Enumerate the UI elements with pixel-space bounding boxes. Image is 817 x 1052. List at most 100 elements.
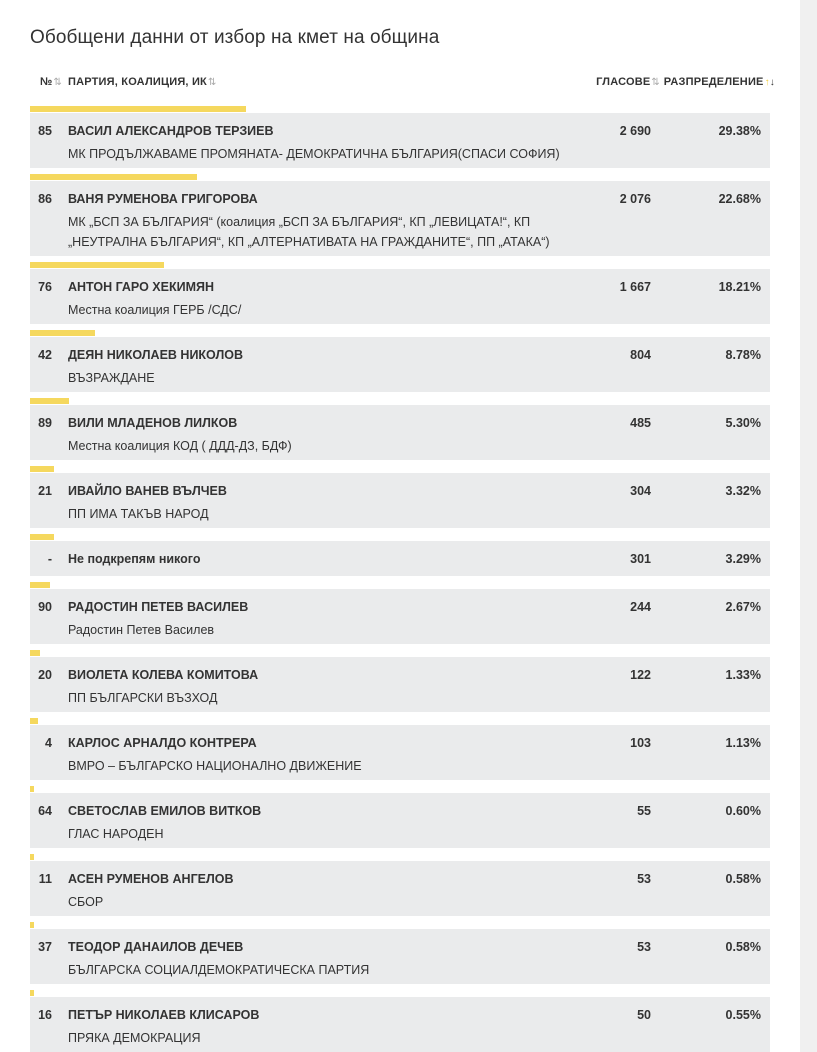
candidate-number: 86 — [38, 192, 52, 206]
share-bar — [30, 582, 50, 588]
share-bar — [30, 718, 38, 724]
candidate-name: ВИОЛЕТА КОЛЕВА КОМИТОВА — [68, 668, 259, 682]
candidate-name: ВИЛИ МЛАДЕНОВ ЛИЛКОВ — [68, 416, 238, 430]
table-header: №⇅ ПАРТИЯ, КОАЛИЦИЯ, ИК⇅ ГЛАСОВЕ⇅ РАЗПРЕ… — [30, 76, 775, 92]
vote-share: 1.13% — [725, 736, 761, 750]
candidate-party: ВЪЗРАЖДАНЕ — [68, 371, 155, 385]
row-content: 90 РАДОСТИН ПЕТЕВ ВАСИЛЕВ Радостин Петев В… — [30, 589, 770, 644]
vote-share: 29.38% — [718, 124, 761, 138]
vote-count: 2 690 — [619, 124, 651, 138]
sort-icon[interactable]: ⇅ — [651, 77, 660, 88]
row-content: - Не подкрепям никого 301 3.29% — [30, 541, 770, 576]
vote-share: 0.55% — [725, 1008, 761, 1022]
vote-share: 3.29% — [725, 552, 761, 566]
row-content: 11 АСЕН РУМЕНОВ АНГЕЛОВ СБОР 53 0.58% — [30, 861, 770, 916]
vote-share: 8.78% — [725, 348, 761, 362]
candidate-number: 76 — [38, 280, 52, 294]
vote-share: 0.58% — [725, 940, 761, 954]
candidate-name: СВЕТОСЛАВ ЕМИЛОВ ВИТКОВ — [68, 804, 262, 818]
vote-count: 304 — [630, 484, 651, 498]
share-bar — [30, 854, 34, 860]
vote-share: 1.33% — [725, 668, 761, 682]
candidate-party: Радостин Петев Василев — [68, 623, 215, 637]
candidate-name: ДЕЯН НИКОЛАЕВ НИКОЛОВ — [68, 348, 243, 362]
row-content: 85 ВАСИЛ АЛЕКСАНДРОВ ТЕРЗИЕВ МК ПРОДЪЛЖАВА… — [30, 113, 770, 168]
candidate-number: 89 — [38, 416, 52, 430]
candidate-number: 85 — [38, 124, 52, 138]
candidate-name: РАДОСТИН ПЕТЕВ ВАСИЛЕВ — [68, 600, 249, 614]
candidate-party: МК ПРОДЪЛЖАВАМЕ ПРОМЯНАТА- ДЕМОКРАТИЧНА … — [68, 147, 560, 161]
candidate-party: ГЛАС НАРОДЕН — [68, 827, 164, 841]
vote-count: 2 076 — [619, 192, 651, 206]
share-bar — [30, 466, 54, 472]
row-content: 20 ВИОЛЕТА КОЛЕВА КОМИТОВА ПП БЪЛГАРСКИ ВЪ… — [30, 657, 770, 712]
column-header-party[interactable]: ПАРТИЯ, КОАЛИЦИЯ, ИК⇅ — [68, 76, 217, 88]
candidate-number: 20 — [38, 668, 52, 682]
vote-count: 103 — [630, 736, 651, 750]
row-content: 37 ТЕОДОР ДАНАИЛОВ ДЕЧЕВ БЪЛГАРСКА СОЦИАЛД… — [30, 929, 770, 984]
candidate-number: 64 — [38, 804, 52, 818]
candidate-name: Не подкрепям никого — [68, 552, 201, 566]
sort-desc-icon[interactable]: ↑↓ — [764, 77, 775, 88]
row-content: 64 СВЕТОСЛАВ ЕМИЛОВ ВИТКОВ ГЛАС НАРОДЕН 55 0… — [30, 793, 770, 848]
vote-count: 804 — [630, 348, 651, 362]
candidate-number: 11 — [38, 872, 52, 886]
candidate-number: - — [47, 552, 52, 566]
candidate-name: АСЕН РУМЕНОВ АНГЕЛОВ — [68, 872, 234, 886]
column-header-number[interactable]: №⇅ — [40, 76, 63, 88]
vote-count: 50 — [637, 1008, 651, 1022]
candidate-party: БЪЛГАРСКА СОЦИАЛДЕМОКРАТИЧЕСКА ПАРТИЯ — [68, 963, 370, 977]
candidate-number: 37 — [38, 940, 52, 954]
candidate-name: ВАСИЛ АЛЕКСАНДРОВ ТЕРЗИЕВ — [68, 124, 274, 138]
candidate-name: ВАНЯ РУМЕНОВА ГРИГОРОВА — [68, 192, 258, 206]
vote-share: 5.30% — [725, 416, 761, 430]
vote-count: 244 — [630, 600, 651, 614]
candidate-number: 90 — [38, 600, 52, 614]
candidate-number: 42 — [38, 348, 52, 362]
vote-share: 2.67% — [725, 600, 761, 614]
vote-count: 485 — [630, 416, 651, 430]
row-content: 21 ИВАЙЛО ВАНЕВ ВЪЛЧЕВ ПП ИМА ТАКЪВ НАРОД 3… — [30, 473, 770, 528]
share-bar — [30, 330, 95, 336]
vote-count: 301 — [630, 552, 651, 566]
candidate-name: КАРЛОС АРНАЛДО КОНТРЕРА — [68, 736, 257, 750]
share-bar — [30, 534, 54, 540]
share-bar — [30, 106, 246, 112]
share-bar — [30, 398, 69, 404]
candidate-party: ПП БЪЛГАРСКИ ВЪЗХОД — [68, 691, 218, 705]
candidate-name: АНТОН ГАРО ХЕКИМЯН — [68, 280, 215, 294]
candidate-party: Местна коалиция ГЕРБ /СДС/ — [68, 303, 242, 317]
vote-count: 53 — [637, 940, 651, 954]
candidate-number: 16 — [38, 1008, 52, 1022]
candidate-party: ВМРО – БЪЛГАРСКО НАЦИОНАЛНО ДВИЖЕНИЕ — [68, 759, 362, 773]
share-bar — [30, 174, 197, 180]
row-content: 86 ВАНЯ РУМЕНОВА ГРИГОРОВА МК „БСП ЗА БЪЛГ… — [30, 181, 770, 256]
candidate-name: ИВАЙЛО ВАНЕВ ВЪЛЧЕВ — [68, 484, 227, 498]
column-header-votes[interactable]: ГЛАСОВЕ⇅ — [596, 76, 660, 88]
candidate-party: ПП ИМА ТАКЪВ НАРОД — [68, 507, 209, 521]
column-header-share[interactable]: РАЗПРЕДЕЛЕНИЕ↑↓ — [663, 76, 775, 88]
share-bar — [30, 990, 34, 996]
row-content: 42 ДЕЯН НИКОЛАЕВ НИКОЛОВ ВЪЗРАЖДАНЕ 804 8.78… — [30, 337, 770, 392]
row-content: 76 АНТОН ГАРО ХЕКИМЯН Местна коалиция ГЕРБ… — [30, 269, 770, 324]
candidate-number: 4 — [45, 736, 52, 750]
share-bar — [30, 922, 34, 928]
vote-share: 22.68% — [718, 192, 761, 206]
vote-count: 1 667 — [619, 280, 651, 294]
share-bar — [30, 262, 164, 268]
share-bar — [30, 786, 34, 792]
candidate-name: ПЕТЪР НИКОЛАЕВ КЛИСАРОВ — [68, 1008, 260, 1022]
candidate-party: МК „БСП ЗА БЪЛГАРИЯ“ (коалиция „БСП ЗА Б… — [68, 215, 550, 249]
vote-share: 0.60% — [725, 804, 761, 818]
candidate-name: ТЕОДОР ДАНАИЛОВ ДЕЧЕВ — [68, 940, 244, 954]
scrollbar[interactable] — [800, 0, 817, 1052]
sort-icon[interactable]: ⇅ — [53, 77, 63, 88]
page-title: Обобщени данни от избор на кмет на общин… — [30, 27, 440, 48]
share-bar — [30, 650, 40, 656]
row-content: 16 ПЕТЪР НИКОЛАЕВ КЛИСАРОВ ПРЯКА ДЕМОКРАЦИ… — [30, 997, 770, 1052]
vote-share: 18.21% — [718, 280, 761, 294]
row-content: 89 ВИЛИ МЛАДЕНОВ ЛИЛКОВ Местна коалиция КО… — [30, 405, 770, 460]
candidate-party: Местна коалиция КОД ( ДДД-ДЗ, БДФ) — [68, 439, 292, 453]
candidate-party: ПРЯКА ДЕМОКРАЦИЯ — [68, 1031, 201, 1045]
sort-icon[interactable]: ⇅ — [207, 77, 217, 88]
